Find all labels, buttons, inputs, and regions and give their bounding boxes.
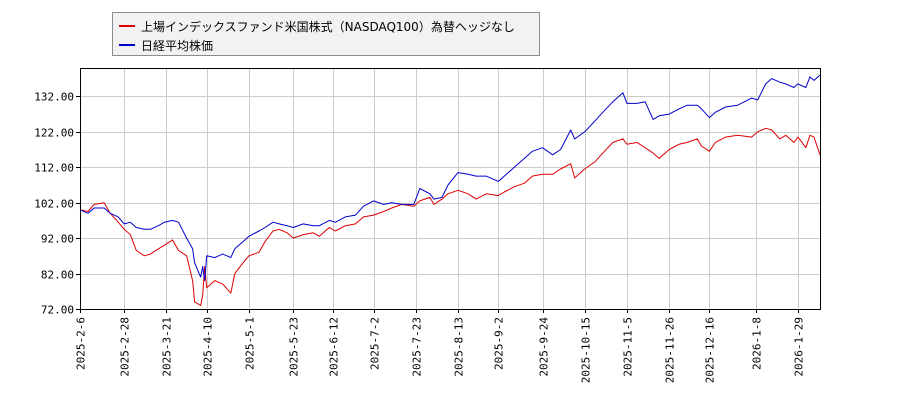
x-tick-label: 2025-5-1 (244, 317, 257, 370)
y-tick-label: 112.00 (34, 162, 74, 175)
y-axis-ticks: 72.00 82.00 92.00 102.00 112.00 122.00 132.00 (34, 91, 80, 317)
x-tick-label: 2025-7-2 (369, 317, 382, 370)
y-tick-label: 72.00 (41, 304, 74, 317)
legend: 上場インデックスファンド米国株式（NASDAQ100）為替ヘッジなし 日経平均株… (112, 12, 540, 56)
x-tick-label: 2025-2-28 (119, 317, 132, 377)
series-lines (79, 74, 821, 306)
y-tick-label: 92.00 (41, 233, 74, 246)
y-tick-label: 122.00 (34, 127, 74, 140)
grid-lines (80, 68, 820, 310)
legend-label-nikkei: 日経平均株価 (141, 38, 214, 53)
y-tick-label: 102.00 (34, 198, 74, 211)
y-tick-label: 132.00 (34, 91, 74, 104)
x-tick-label: 2025-2-6 (75, 317, 88, 370)
x-tick-label: 2025-11-5 (622, 317, 635, 377)
legend-item-nasdaq: 上場インデックスファンド米国株式（NASDAQ100）為替ヘッジなし (119, 17, 515, 35)
x-tick-label: 2025-11-26 (664, 317, 677, 383)
x-tick-label: 2025-8-13 (453, 317, 466, 377)
x-tick-label: 2025-4-10 (202, 317, 215, 377)
x-tick-label: 2025-3-21 (161, 317, 174, 377)
x-tick-label: 2025-9-2 (493, 317, 506, 370)
y-tick-label: 82.00 (41, 269, 74, 282)
x-axis-ticks: 2025-2-6 2025-2-28 2025-3-21 2025-4-10 2025-… (75, 309, 806, 383)
x-tick-label: 2026-1-8 (751, 317, 764, 370)
x-tick-label: 2025-7-23 (411, 317, 424, 377)
legend-swatch-red (119, 25, 135, 27)
plot-frame (80, 68, 821, 310)
series-line-nasdaq (79, 127, 821, 306)
legend-item-nikkei: 日経平均株価 (119, 36, 213, 54)
x-tick-label: 2025-10-15 (580, 317, 593, 383)
x-tick-label: 2025-5-23 (288, 317, 301, 377)
x-tick-label: 2025-9-24 (538, 317, 551, 377)
x-tick-label: 2025-6-12 (328, 317, 341, 377)
legend-swatch-blue (119, 44, 135, 46)
x-tick-label: 2026-1-29 (793, 317, 806, 377)
series-line-nikkei (79, 74, 821, 282)
x-tick-label: 2025-12-16 (704, 317, 717, 383)
legend-label-nasdaq: 上場インデックスファンド米国株式（NASDAQ100）為替ヘッジなし (141, 19, 515, 34)
